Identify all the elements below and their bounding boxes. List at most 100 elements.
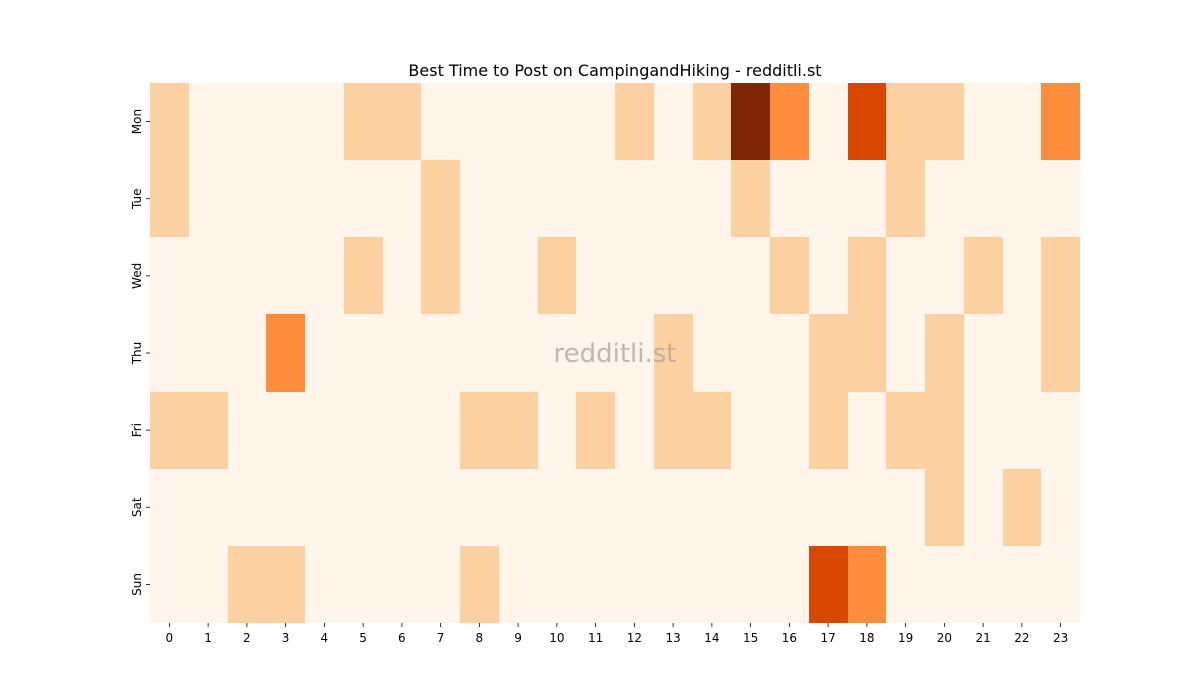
heatmap-cell-thu-9 bbox=[499, 314, 538, 392]
heatmap-cell-thu-18 bbox=[848, 314, 886, 392]
heatmap-cell-thu-16 bbox=[770, 314, 809, 392]
heatmap-cell-fri-11 bbox=[576, 392, 615, 469]
heatmap-cell-sun-2 bbox=[228, 546, 266, 623]
heatmap-cell-mon-10 bbox=[538, 83, 576, 160]
heatmap-cell-tue-7 bbox=[421, 160, 460, 237]
heatmap-cell-sat-19 bbox=[886, 469, 925, 546]
heatmap-cell-fri-10 bbox=[538, 392, 576, 469]
heatmap-cell-wed-1 bbox=[189, 237, 228, 314]
heatmap-cell-sun-1 bbox=[189, 546, 228, 623]
heatmap-cell-fri-23 bbox=[1041, 392, 1080, 469]
x-tick-label: 8 bbox=[476, 631, 484, 645]
heatmap-cell-mon-12 bbox=[615, 83, 654, 160]
heatmap-cell-wed-4 bbox=[305, 237, 344, 314]
heatmap-cell-wed-7 bbox=[421, 237, 460, 314]
x-tick-label: 2 bbox=[243, 631, 251, 645]
heatmap-cell-thu-11 bbox=[576, 314, 615, 392]
heatmap-cell-wed-14 bbox=[693, 237, 731, 314]
x-tick-label: 23 bbox=[1053, 631, 1068, 645]
heatmap-cell-mon-0 bbox=[150, 83, 189, 160]
heatmap-cell-fri-17 bbox=[809, 392, 848, 469]
heatmap-cell-sat-7 bbox=[421, 469, 460, 546]
heatmap-cell-sun-9 bbox=[499, 546, 538, 623]
heatmap-cell-thu-3 bbox=[266, 314, 305, 392]
chart-title: Best Time to Post on CampingandHiking - … bbox=[408, 61, 821, 80]
x-tick-label: 4 bbox=[321, 631, 329, 645]
heatmap-cell-sat-20 bbox=[925, 469, 964, 546]
heatmap-cell-thu-7 bbox=[421, 314, 460, 392]
heatmap-cell-sun-22 bbox=[1003, 546, 1041, 623]
heatmap-cell-wed-23 bbox=[1041, 237, 1080, 314]
heatmap-cell-sat-10 bbox=[538, 469, 576, 546]
watermark: redditli.st bbox=[554, 339, 677, 369]
heatmap-cell-fri-18 bbox=[848, 392, 886, 469]
heatmap-cell-thu-22 bbox=[1003, 314, 1041, 392]
heatmap-cell-mon-3 bbox=[266, 83, 305, 160]
x-tick-label: 3 bbox=[282, 631, 290, 645]
x-tick-label: 18 bbox=[859, 631, 874, 645]
y-tick-label: Mon bbox=[130, 109, 144, 134]
heatmap-cell-sat-11 bbox=[576, 469, 615, 546]
heatmap-cell-wed-10 bbox=[538, 237, 576, 314]
heatmap-cell-fri-12 bbox=[615, 392, 654, 469]
heatmap-cell-wed-12 bbox=[615, 237, 654, 314]
x-tick-label: 22 bbox=[1014, 631, 1029, 645]
heatmap-cell-sat-16 bbox=[770, 469, 809, 546]
heatmap-cell-tue-5 bbox=[344, 160, 383, 237]
heatmap-cell-mon-7 bbox=[421, 83, 460, 160]
y-tick-label: Fri bbox=[130, 423, 144, 437]
heatmap-cell-thu-20 bbox=[925, 314, 964, 392]
heatmap-cell-tue-13 bbox=[654, 160, 693, 237]
heatmap-cell-tue-20 bbox=[925, 160, 964, 237]
heatmap-cell-fri-14 bbox=[693, 392, 731, 469]
heatmap-cell-thu-15 bbox=[731, 314, 770, 392]
heatmap-cell-thu-17 bbox=[809, 314, 848, 392]
heatmap-cell-sat-1 bbox=[189, 469, 228, 546]
heatmap-cell-sun-8 bbox=[460, 546, 499, 623]
heatmap-cell-thu-4 bbox=[305, 314, 344, 392]
x-tick-label: 21 bbox=[975, 631, 990, 645]
heatmap-cell-sun-11 bbox=[576, 546, 615, 623]
heatmap-cell-mon-23 bbox=[1041, 83, 1080, 160]
heatmap-cell-mon-11 bbox=[576, 83, 615, 160]
heatmap-cell-sun-15 bbox=[731, 546, 770, 623]
heatmap-cell-sun-7 bbox=[421, 546, 460, 623]
heatmap-cell-wed-6 bbox=[383, 237, 421, 314]
heatmap-cell-tue-4 bbox=[305, 160, 344, 237]
heatmap-cell-sat-8 bbox=[460, 469, 499, 546]
heatmap-cell-fri-2 bbox=[228, 392, 266, 469]
heatmap-cell-wed-22 bbox=[1003, 237, 1041, 314]
heatmap-cell-mon-14 bbox=[693, 83, 731, 160]
x-tick-label: 14 bbox=[704, 631, 719, 645]
heatmap-cell-tue-19 bbox=[886, 160, 925, 237]
heatmap-cell-fri-15 bbox=[731, 392, 770, 469]
heatmap-cell-sun-10 bbox=[538, 546, 576, 623]
heatmap-cell-sun-23 bbox=[1041, 546, 1080, 623]
heatmap-cell-sun-20 bbox=[925, 546, 964, 623]
heatmap-cell-mon-2 bbox=[228, 83, 266, 160]
heatmap-cell-sun-3 bbox=[266, 546, 305, 623]
heatmap-cell-tue-8 bbox=[460, 160, 499, 237]
heatmap-cell-mon-18 bbox=[848, 83, 886, 160]
heatmap-cell-wed-0 bbox=[150, 237, 189, 314]
heatmap-cell-tue-22 bbox=[1003, 160, 1041, 237]
x-tick-label: 20 bbox=[937, 631, 952, 645]
x-tick-label: 13 bbox=[665, 631, 680, 645]
heatmap-cell-sat-17 bbox=[809, 469, 848, 546]
heatmap-cells bbox=[150, 83, 1080, 623]
heatmap-cell-sun-14 bbox=[693, 546, 731, 623]
x-tick-label: 19 bbox=[898, 631, 913, 645]
heatmap-cell-fri-4 bbox=[305, 392, 344, 469]
heatmap-cell-mon-1 bbox=[189, 83, 228, 160]
x-tick-label: 7 bbox=[437, 631, 445, 645]
heatmap-cell-mon-5 bbox=[344, 83, 383, 160]
heatmap-cell-thu-23 bbox=[1041, 314, 1080, 392]
heatmap-cell-tue-12 bbox=[615, 160, 654, 237]
heatmap-cell-thu-6 bbox=[383, 314, 421, 392]
heatmap-cell-tue-18 bbox=[848, 160, 886, 237]
heatmap-cell-sat-13 bbox=[654, 469, 693, 546]
heatmap-cell-fri-20 bbox=[925, 392, 964, 469]
heatmap-cell-sun-4 bbox=[305, 546, 344, 623]
heatmap-cell-wed-16 bbox=[770, 237, 809, 314]
